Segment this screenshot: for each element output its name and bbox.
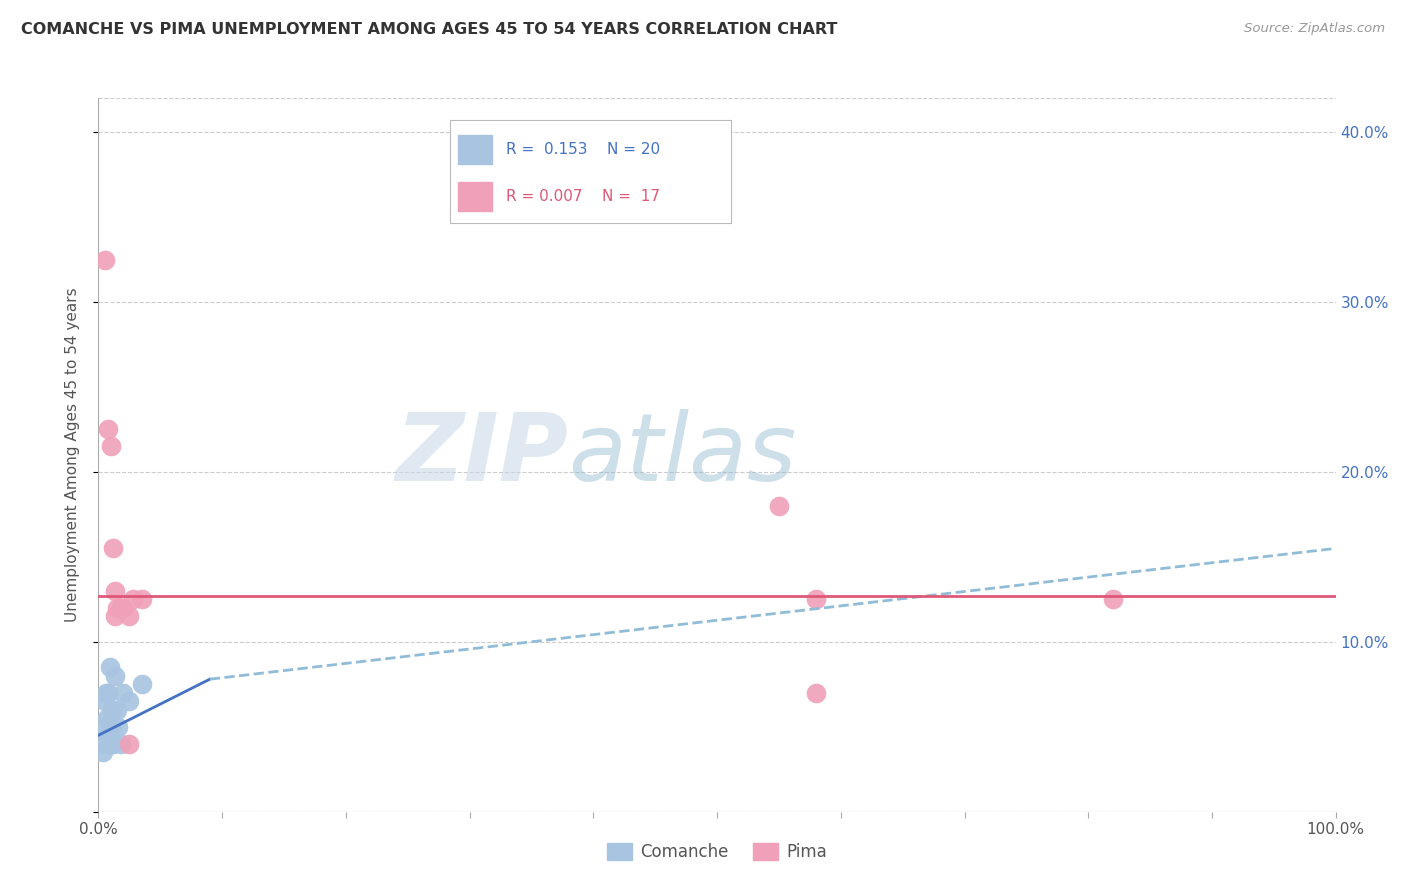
Point (103, 737, 125, 751)
Point (93, 745, 115, 759)
Point (131, 677, 153, 691)
Point (112, 600, 135, 615)
Point (98, 660, 121, 674)
Point (93, 694, 115, 708)
Point (103, 669, 125, 683)
Point (89, 737, 111, 751)
Point (110, 737, 132, 751)
Text: atlas: atlas (568, 409, 797, 500)
Point (122, 592, 145, 607)
Point (804, 686, 827, 700)
Text: Source: ZipAtlas.com: Source: ZipAtlas.com (1244, 22, 1385, 36)
Point (804, 592, 827, 607)
Point (91, 720, 114, 734)
Point (96, 711, 118, 725)
Point (768, 499, 790, 513)
Point (103, 609, 125, 624)
Point (112, 686, 135, 700)
Point (131, 592, 153, 607)
Point (103, 541, 125, 556)
Point (103, 583, 125, 598)
Text: R =  0.153    N = 20: R = 0.153 N = 20 (506, 142, 661, 157)
Point (94, 686, 117, 700)
Text: R = 0.007    N =  17: R = 0.007 N = 17 (506, 189, 661, 204)
Point (100, 737, 122, 751)
Y-axis label: Unemployment Among Ages 45 to 54 years: Unemployment Among Ages 45 to 54 years (65, 287, 80, 623)
Text: ZIP: ZIP (395, 409, 568, 501)
Text: COMANCHE VS PIMA UNEMPLOYMENT AMONG AGES 45 TO 54 YEARS CORRELATION CHART: COMANCHE VS PIMA UNEMPLOYMENT AMONG AGES… (21, 22, 838, 37)
Point (105, 703, 128, 717)
Point (97, 422, 120, 436)
Point (118, 694, 141, 708)
Point (100, 720, 122, 734)
Point (105, 600, 128, 615)
Point (97, 686, 120, 700)
Point (107, 720, 129, 734)
Bar (458, 135, 492, 163)
Point (1102, 592, 1125, 607)
Legend: Comanche, Pima: Comanche, Pima (600, 836, 834, 868)
Point (100, 439, 122, 453)
Point (101, 703, 124, 717)
Point (97, 728, 120, 742)
Point (118, 737, 141, 751)
Bar (458, 182, 492, 211)
Point (110, 600, 132, 615)
Point (93, 252, 115, 267)
Point (118, 609, 141, 624)
